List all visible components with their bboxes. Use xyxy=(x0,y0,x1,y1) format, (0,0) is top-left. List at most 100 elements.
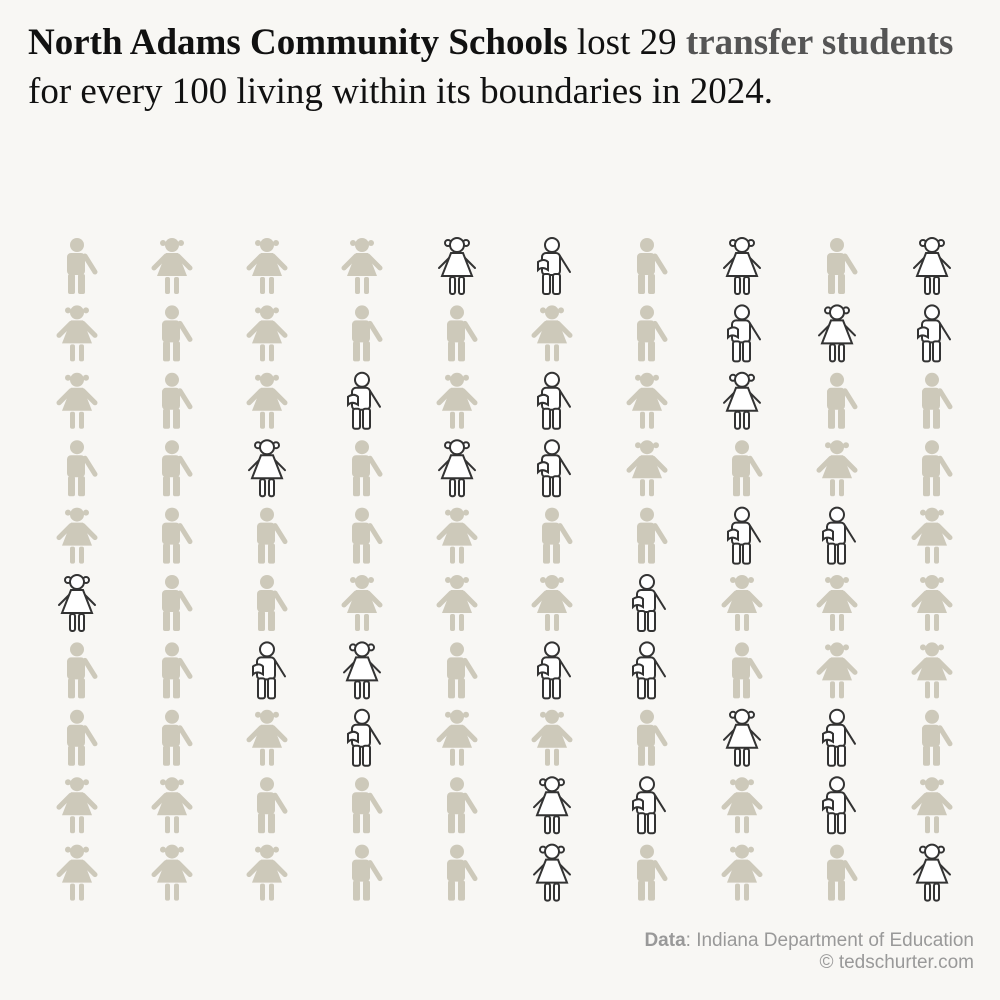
leg xyxy=(934,816,939,834)
leg xyxy=(163,543,170,564)
dress xyxy=(442,724,472,748)
arm xyxy=(369,726,381,745)
body xyxy=(352,522,370,545)
leg xyxy=(735,883,740,901)
leg xyxy=(458,341,465,362)
leg xyxy=(735,614,740,631)
body xyxy=(827,253,845,275)
dress xyxy=(537,320,567,344)
head xyxy=(830,372,844,387)
leg xyxy=(743,747,750,767)
leg xyxy=(923,408,930,429)
arm xyxy=(460,388,478,406)
leg xyxy=(733,678,740,699)
leg xyxy=(827,542,836,565)
leg xyxy=(924,276,931,295)
book xyxy=(822,730,834,745)
student xyxy=(67,440,98,497)
head xyxy=(735,777,749,792)
body xyxy=(67,724,85,747)
body xyxy=(162,522,180,545)
arm xyxy=(652,523,668,545)
leg xyxy=(637,610,646,632)
arm xyxy=(365,253,383,271)
pigtail xyxy=(445,374,451,381)
leg xyxy=(933,882,940,902)
pigtail xyxy=(843,644,849,651)
head xyxy=(829,776,845,793)
leg xyxy=(542,677,551,700)
head xyxy=(70,238,84,252)
leg xyxy=(542,407,551,430)
leg xyxy=(68,476,75,497)
body xyxy=(257,590,275,612)
leg xyxy=(352,407,361,430)
arm xyxy=(652,320,668,342)
head xyxy=(355,507,369,522)
dress xyxy=(62,387,92,411)
dress xyxy=(917,792,947,816)
leg xyxy=(649,479,654,497)
student xyxy=(246,709,288,766)
leg xyxy=(448,678,455,699)
dress xyxy=(727,590,757,613)
leg xyxy=(258,543,265,564)
head xyxy=(70,844,84,859)
body xyxy=(162,320,180,343)
arm xyxy=(175,253,193,271)
leg xyxy=(260,411,265,429)
leg xyxy=(553,882,560,902)
body xyxy=(732,657,750,680)
arm xyxy=(531,320,549,338)
dress xyxy=(535,858,569,884)
pigtail xyxy=(83,846,89,853)
arm xyxy=(816,590,834,608)
leg xyxy=(922,340,931,363)
leg xyxy=(70,816,75,834)
pigtail xyxy=(920,577,926,583)
leg xyxy=(647,610,656,632)
leg xyxy=(925,681,930,699)
book xyxy=(632,596,644,610)
arm xyxy=(365,590,383,608)
leg xyxy=(173,476,180,497)
leg xyxy=(933,408,940,429)
arm xyxy=(246,253,264,271)
student xyxy=(162,440,193,497)
arm xyxy=(745,792,763,810)
leg xyxy=(545,614,550,631)
title-segment: for every 100 living within its boundari… xyxy=(28,71,774,112)
leg xyxy=(830,614,835,631)
dress xyxy=(917,657,947,681)
head xyxy=(260,305,274,320)
dress xyxy=(347,253,377,276)
head xyxy=(69,574,85,590)
highlighted-student xyxy=(727,304,761,363)
body xyxy=(637,859,655,882)
head xyxy=(734,304,750,321)
leg xyxy=(260,748,265,766)
body xyxy=(352,859,370,882)
leg xyxy=(352,744,361,767)
pigtail xyxy=(65,307,71,314)
arm xyxy=(559,389,571,408)
pigtail xyxy=(540,307,546,314)
body xyxy=(162,387,180,410)
leg xyxy=(363,476,370,497)
arm xyxy=(175,792,193,810)
head xyxy=(165,305,179,320)
dress xyxy=(347,590,377,613)
head xyxy=(450,777,464,792)
highlighted-student xyxy=(822,776,856,835)
head xyxy=(830,440,844,455)
leg xyxy=(734,276,741,295)
dress xyxy=(252,859,282,883)
head xyxy=(355,844,369,859)
arm xyxy=(721,590,739,608)
arm xyxy=(460,725,478,743)
leg xyxy=(647,677,656,700)
leg xyxy=(363,543,370,564)
leg xyxy=(459,614,464,631)
highlighted-student xyxy=(723,237,761,295)
